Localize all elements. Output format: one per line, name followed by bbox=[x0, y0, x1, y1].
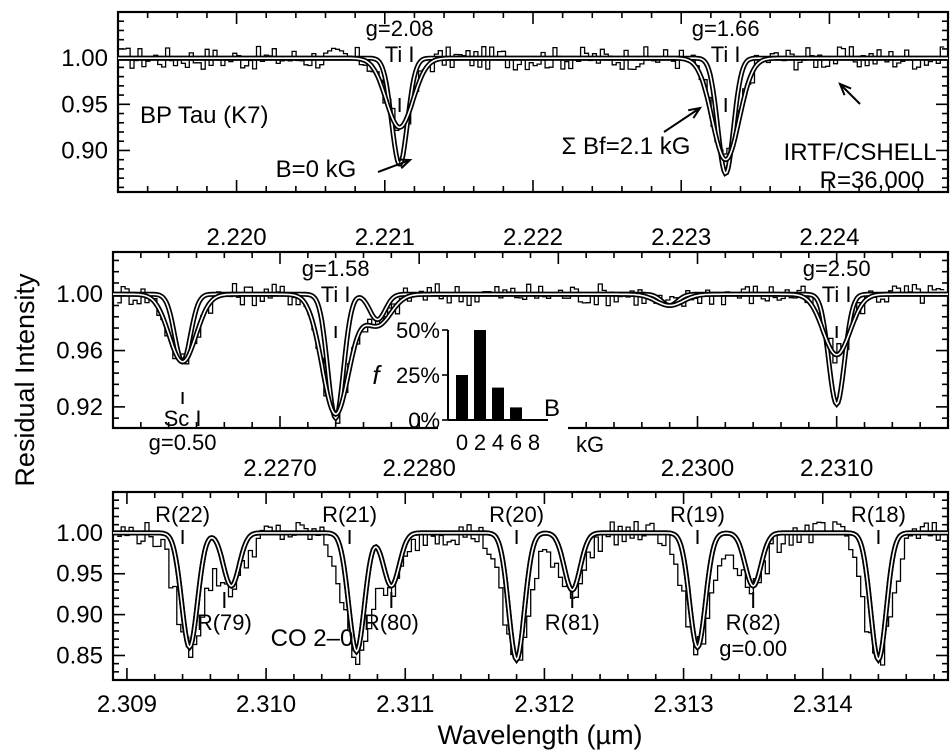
band-label: CO 2–0 bbox=[271, 625, 354, 652]
line-species-label: Ti I bbox=[321, 282, 351, 307]
model-bf-label: Σ Bf=2.1 kG bbox=[562, 133, 691, 160]
y-axis-label: Residual Intensity bbox=[10, 273, 40, 487]
x-tick-label: 2.310 bbox=[236, 691, 296, 718]
x-tick-label: 2.2280 bbox=[382, 455, 455, 482]
inset-bar-chart: 0% 25% 50% 0 2 4 6 8 f BkG bbox=[372, 318, 604, 457]
x-axis-label: Wavelength (µm) bbox=[437, 720, 642, 750]
instrument-label: IRTF/CSHELL bbox=[784, 139, 937, 166]
line-g-label: g=0.50 bbox=[149, 430, 217, 455]
star-label: BP Tau (K7) bbox=[140, 102, 269, 129]
y-tick-label: 0.90 bbox=[61, 137, 108, 164]
line-species-label: Ti I bbox=[385, 42, 415, 67]
observed-spectrum bbox=[117, 520, 945, 666]
inset-x-tick-label: 0 bbox=[456, 430, 468, 455]
y-tick-label: 0.92 bbox=[56, 394, 103, 421]
line-species-label: Ti I bbox=[822, 282, 852, 307]
line-species-label: Sc I bbox=[164, 406, 202, 431]
x-tick-label: 2.220 bbox=[207, 224, 267, 251]
model-b0-label: B=0 kG bbox=[276, 156, 357, 183]
line-label: R(81) bbox=[545, 610, 600, 635]
line-label: R(82) bbox=[726, 610, 781, 635]
x-tick-label: 2.222 bbox=[503, 224, 563, 251]
inset-y-label: f bbox=[372, 360, 382, 390]
line-g-label: g=1.58 bbox=[302, 256, 370, 281]
line-label: R(19) bbox=[670, 502, 725, 527]
line-label: R(20) bbox=[489, 502, 544, 527]
inset-x-tick-label: 6 bbox=[510, 430, 522, 455]
y-tick-label: 1.00 bbox=[61, 45, 108, 72]
panel-frame bbox=[111, 490, 950, 682]
x-tick-label: 2.311 bbox=[376, 691, 434, 718]
y-tick-label: 0.85 bbox=[56, 642, 103, 669]
annotation-arrowhead bbox=[838, 82, 852, 96]
x-tick-label: 2.309 bbox=[97, 691, 157, 718]
line-species-label: Ti I bbox=[711, 42, 741, 67]
x-tick-label: 2.223 bbox=[651, 224, 711, 251]
inset-bar bbox=[474, 330, 486, 420]
inset-y-tick-label: 0% bbox=[408, 408, 440, 433]
y-tick-label: 1.00 bbox=[56, 281, 103, 308]
annotation-arrow bbox=[839, 83, 861, 105]
inset-x-tick-label: 8 bbox=[528, 430, 540, 455]
line-g-label: g=1.66 bbox=[692, 16, 760, 41]
line-g-label: g=0.00 bbox=[719, 636, 787, 661]
x-tick-label: 2.2300 bbox=[661, 455, 734, 482]
y-tick-label: 0.96 bbox=[56, 338, 103, 365]
inset-y-tick-label: 50% bbox=[396, 318, 440, 343]
annotation-arrowhead bbox=[688, 106, 703, 119]
y-tick-label: 0.95 bbox=[56, 561, 103, 588]
inset-bar bbox=[492, 387, 504, 420]
inset-x-tick-label: 4 bbox=[492, 430, 504, 455]
x-tick-label: 2.312 bbox=[514, 691, 574, 718]
annotation-arrow bbox=[663, 107, 701, 133]
y-tick-label: 0.95 bbox=[61, 91, 108, 118]
line-label: R(21) bbox=[322, 502, 377, 527]
annotation-arrowhead bbox=[397, 158, 413, 169]
panel-top: 2.220 2.221 2.222 2.223 2.224 0.90 0.95 1.00 g=2… bbox=[61, 10, 950, 251]
inset-x-tick-label: 2 bbox=[474, 430, 486, 455]
line-label: R(80) bbox=[364, 610, 419, 635]
line-label: R(18) bbox=[851, 502, 906, 527]
x-tick-label: 2.2310 bbox=[800, 455, 873, 482]
resolution-label: R=36,000 bbox=[820, 167, 925, 194]
annotation-arrow bbox=[377, 159, 411, 173]
y-tick-label: 0.90 bbox=[56, 602, 103, 629]
x-tick-label: 2.314 bbox=[793, 691, 853, 718]
line-label: R(79) bbox=[197, 610, 252, 635]
observed-spectrum bbox=[122, 45, 945, 155]
line-g-label: g=2.08 bbox=[366, 16, 434, 41]
inset-title: B bbox=[544, 395, 560, 422]
panels: 2.220 2.221 2.222 2.223 2.224 0.90 0.95 1.00 g=2… bbox=[56, 10, 950, 718]
x-tick-label: 2.224 bbox=[799, 224, 859, 251]
inset-y-tick-label: 25% bbox=[396, 363, 440, 388]
x-tick-label: 2.313 bbox=[654, 691, 714, 718]
inset-bar bbox=[456, 375, 468, 420]
model-magnetic-line-core bbox=[113, 532, 948, 661]
x-tick-label: 2.221 bbox=[355, 224, 415, 251]
model-magnetic-line-core bbox=[113, 293, 948, 416]
x-tick-label: 2.2270 bbox=[243, 455, 316, 482]
inset-bar bbox=[510, 407, 522, 420]
y-tick-label: 1.00 bbox=[56, 520, 103, 547]
line-label: R(22) bbox=[155, 502, 210, 527]
panel-middle: 2.2270 2.2280 2.2300 2.2310 0.92 0.96 1.00 Sc I… bbox=[56, 250, 950, 482]
panel-bottom: 2.309 2.310 2.311 2.312 2.313 2.314 0.85 0.90 0.… bbox=[56, 490, 950, 718]
line-g-label: g=2.50 bbox=[803, 256, 871, 281]
model-magnetic-line-core bbox=[118, 57, 948, 161]
inset-x-label: kG bbox=[576, 432, 604, 457]
